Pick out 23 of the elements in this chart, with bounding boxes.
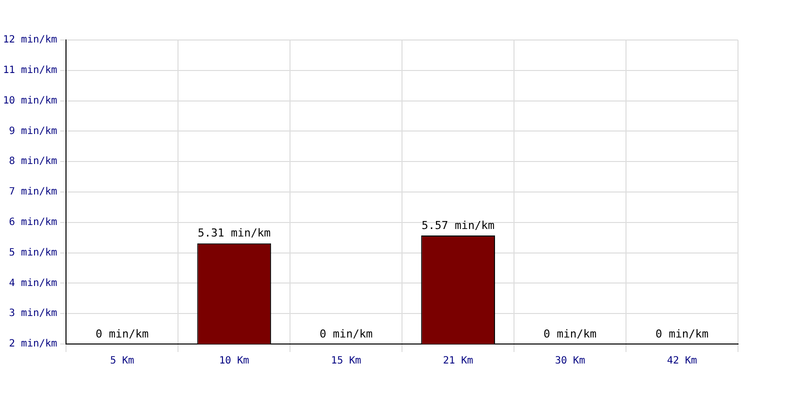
y-tick-label: 11 min/km xyxy=(2,64,58,76)
y-tick-label: 6 min/km xyxy=(9,216,58,228)
x-tick-label: 10 Km xyxy=(219,356,250,367)
x-tick-label: 21 Km xyxy=(443,356,474,367)
y-tick-label: 5 min/km xyxy=(9,247,58,258)
y-tick-label: 4 min/km xyxy=(9,278,58,289)
text: 0 min/km xyxy=(96,327,149,340)
y-tick-label: 9 min/km xyxy=(9,126,58,137)
x-tick-label: 30 Km xyxy=(554,356,586,367)
text: 0 min/km xyxy=(656,327,709,340)
y-tick-label: 2 min/km xyxy=(9,338,58,350)
x-tick-label: 5 Km xyxy=(110,356,134,367)
y-tick-label: 3 min/km xyxy=(9,308,58,320)
data-label: 5.57 min/km xyxy=(422,218,495,232)
text: 0 min/km xyxy=(544,327,597,340)
x-tick-label: 15 Km xyxy=(331,356,362,367)
y-tick-label: 10 min/km xyxy=(2,95,58,106)
y-tick-label: 7 min/km xyxy=(9,186,58,198)
x-tick-label: 42 Km xyxy=(666,356,698,367)
data-label: 5.31 min/km xyxy=(198,226,271,240)
text: 0 min/km xyxy=(320,327,373,340)
y-tick-label: 12 min/km xyxy=(2,34,58,46)
y-tick-label: 8 min/km xyxy=(9,156,58,168)
